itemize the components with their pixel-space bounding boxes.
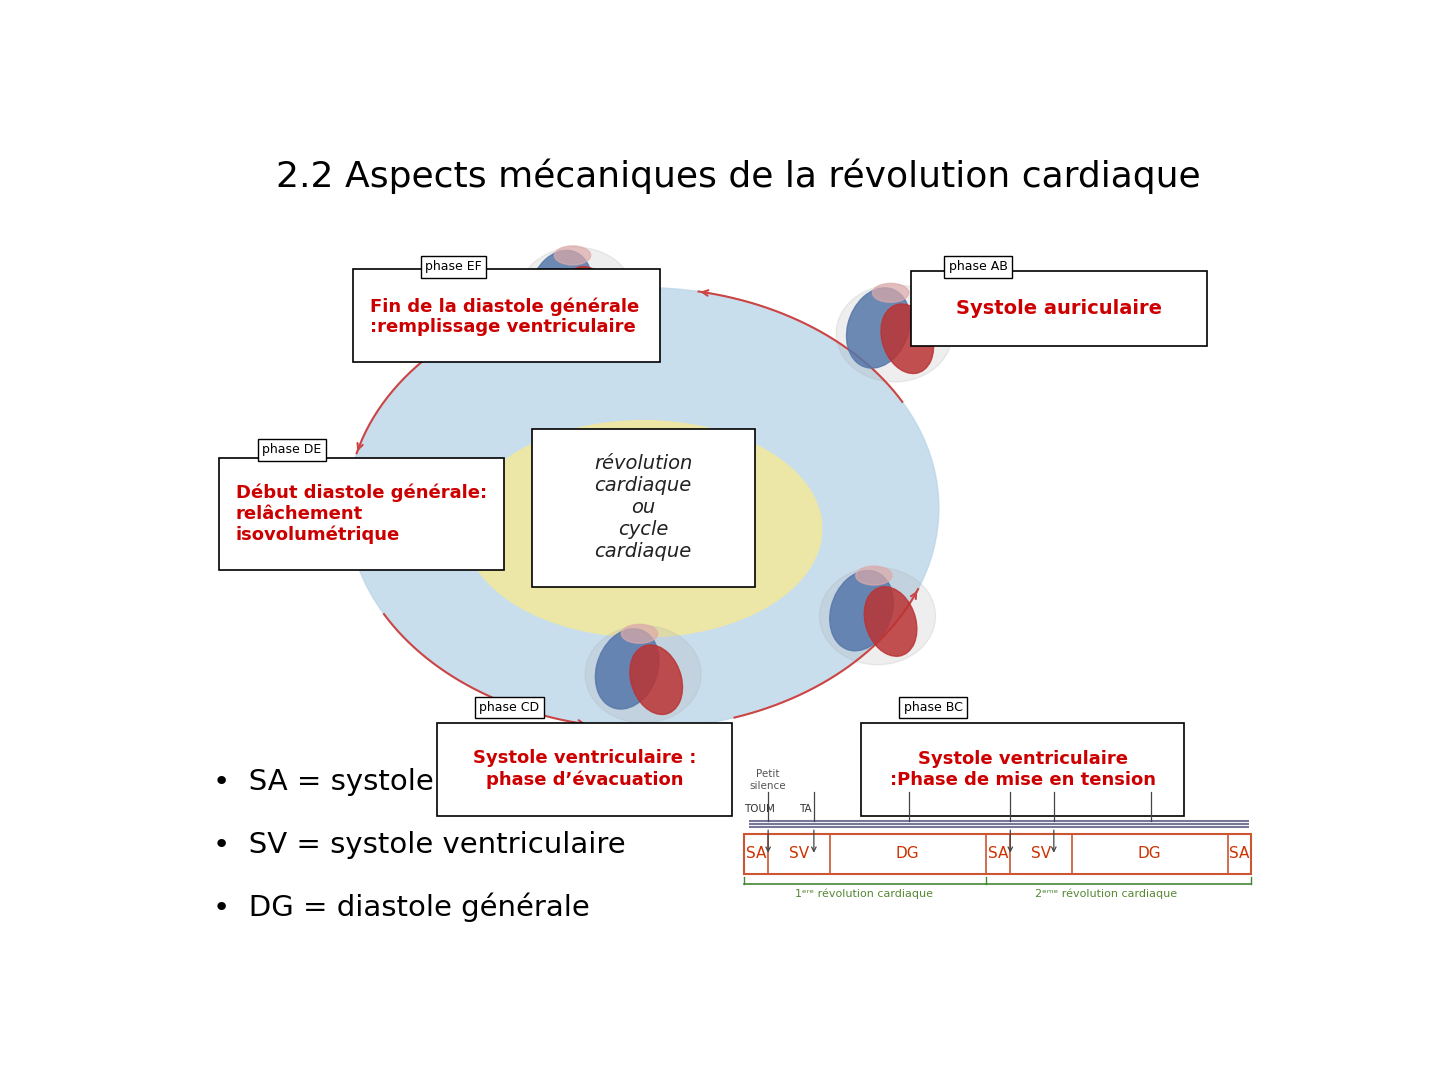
Text: •  SA = systole auriculaire: • SA = systole auriculaire (213, 768, 598, 796)
FancyBboxPatch shape (219, 458, 504, 570)
Text: Début diastole générale:
relâchement
isovolumétrique: Début diastole générale: relâchement iso… (236, 484, 487, 544)
FancyBboxPatch shape (531, 429, 755, 588)
Ellipse shape (864, 586, 917, 657)
Ellipse shape (585, 625, 701, 723)
FancyBboxPatch shape (861, 723, 1185, 815)
Ellipse shape (622, 624, 658, 644)
Text: phase DE: phase DE (262, 443, 321, 456)
Ellipse shape (837, 285, 952, 382)
Ellipse shape (518, 247, 634, 345)
Text: SA: SA (988, 847, 1008, 862)
Text: TA: TA (1038, 804, 1051, 814)
Ellipse shape (847, 287, 910, 368)
Text: Grand
silence: Grand silence (890, 769, 927, 791)
Text: TA: TA (799, 804, 811, 814)
Ellipse shape (873, 283, 909, 302)
Text: SA: SA (1230, 847, 1250, 862)
FancyBboxPatch shape (353, 269, 660, 363)
Ellipse shape (881, 303, 933, 374)
Text: Petit
silence: Petit silence (750, 769, 786, 791)
Text: SA: SA (746, 847, 766, 862)
Text: DG: DG (896, 847, 920, 862)
Text: Grand
silence: Grand silence (1133, 769, 1169, 791)
FancyBboxPatch shape (912, 271, 1207, 346)
Text: phase CD: phase CD (480, 701, 540, 714)
Ellipse shape (357, 468, 426, 554)
Ellipse shape (346, 464, 471, 569)
Text: phase AB: phase AB (949, 260, 1008, 273)
Ellipse shape (395, 485, 451, 559)
Text: phase EF: phase EF (425, 260, 482, 273)
Text: révolution
cardiaque
ou
cycle
cardiaque: révolution cardiaque ou cycle cardiaque (593, 455, 693, 562)
Text: SV: SV (789, 847, 809, 862)
Text: •  SV = systole ventriculaire: • SV = systole ventriculaire (213, 831, 626, 859)
Text: Systole ventriculaire :
phase d’évacuation: Systole ventriculaire : phase d’évacuati… (474, 750, 697, 788)
Ellipse shape (829, 570, 893, 651)
Text: Fin de la diastole générale
:remplissage ventriculaire: Fin de la diastole générale :remplissage… (370, 297, 639, 336)
Text: Systole ventriculaire
:Phase de mise en tension: Systole ventriculaire :Phase de mise en … (890, 750, 1155, 788)
Circle shape (347, 287, 939, 728)
FancyBboxPatch shape (436, 723, 733, 815)
Text: TOUM: TOUM (744, 804, 775, 814)
Ellipse shape (629, 645, 683, 715)
Text: 1ᵉʳᵉ révolution cardiaque: 1ᵉʳᵉ révolution cardiaque (795, 888, 933, 899)
Text: SV: SV (1031, 847, 1051, 862)
Text: DG: DG (1138, 847, 1162, 862)
Ellipse shape (528, 251, 592, 330)
Ellipse shape (855, 566, 891, 585)
Ellipse shape (554, 246, 590, 265)
Ellipse shape (595, 629, 660, 708)
Text: Petit
silence: Petit silence (992, 769, 1028, 791)
Text: •  DG = diastole générale: • DG = diastole générale (213, 892, 590, 922)
FancyBboxPatch shape (743, 834, 1251, 874)
Ellipse shape (819, 567, 936, 664)
Ellipse shape (465, 421, 822, 637)
Text: TOUM: TOUM (986, 804, 1017, 814)
Ellipse shape (563, 267, 615, 336)
Ellipse shape (386, 462, 425, 483)
Text: Systole auriculaire: Systole auriculaire (956, 299, 1162, 318)
Text: 2ᵉᵐᵉ révolution cardiaque: 2ᵉᵐᵉ révolution cardiaque (1035, 888, 1178, 899)
Text: phase BC: phase BC (904, 701, 963, 714)
Text: 2.2 Aspects mécaniques de la révolution cardiaque: 2.2 Aspects mécaniques de la révolution … (275, 159, 1201, 194)
